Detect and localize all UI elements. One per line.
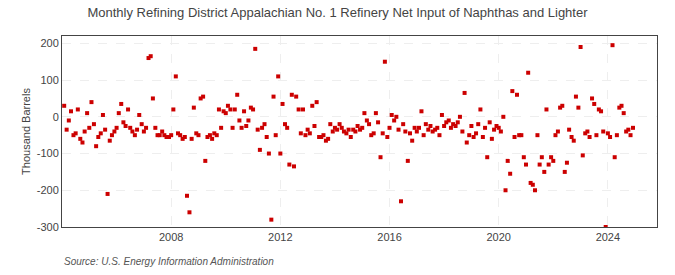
svg-text:2020: 2020 — [486, 231, 510, 243]
svg-text:-300: -300 — [37, 221, 59, 233]
svg-text:0: 0 — [53, 111, 59, 123]
svg-text:-100: -100 — [37, 147, 59, 159]
svg-text:Source: U.S. Energy Informatio: Source: U.S. Energy Information Administ… — [64, 256, 274, 267]
svg-text:2024: 2024 — [596, 231, 620, 243]
svg-text:100: 100 — [40, 74, 58, 86]
svg-text:2008: 2008 — [159, 231, 183, 243]
svg-text:2016: 2016 — [377, 231, 401, 243]
svg-text:2012: 2012 — [268, 231, 292, 243]
svg-text:Thousand Barrels: Thousand Barrels — [20, 88, 32, 175]
svg-text:Monthly Refining District Appa: Monthly Refining District Appalachian No… — [87, 5, 588, 20]
svg-text:-200: -200 — [37, 184, 59, 196]
svg-text:200: 200 — [40, 37, 58, 49]
